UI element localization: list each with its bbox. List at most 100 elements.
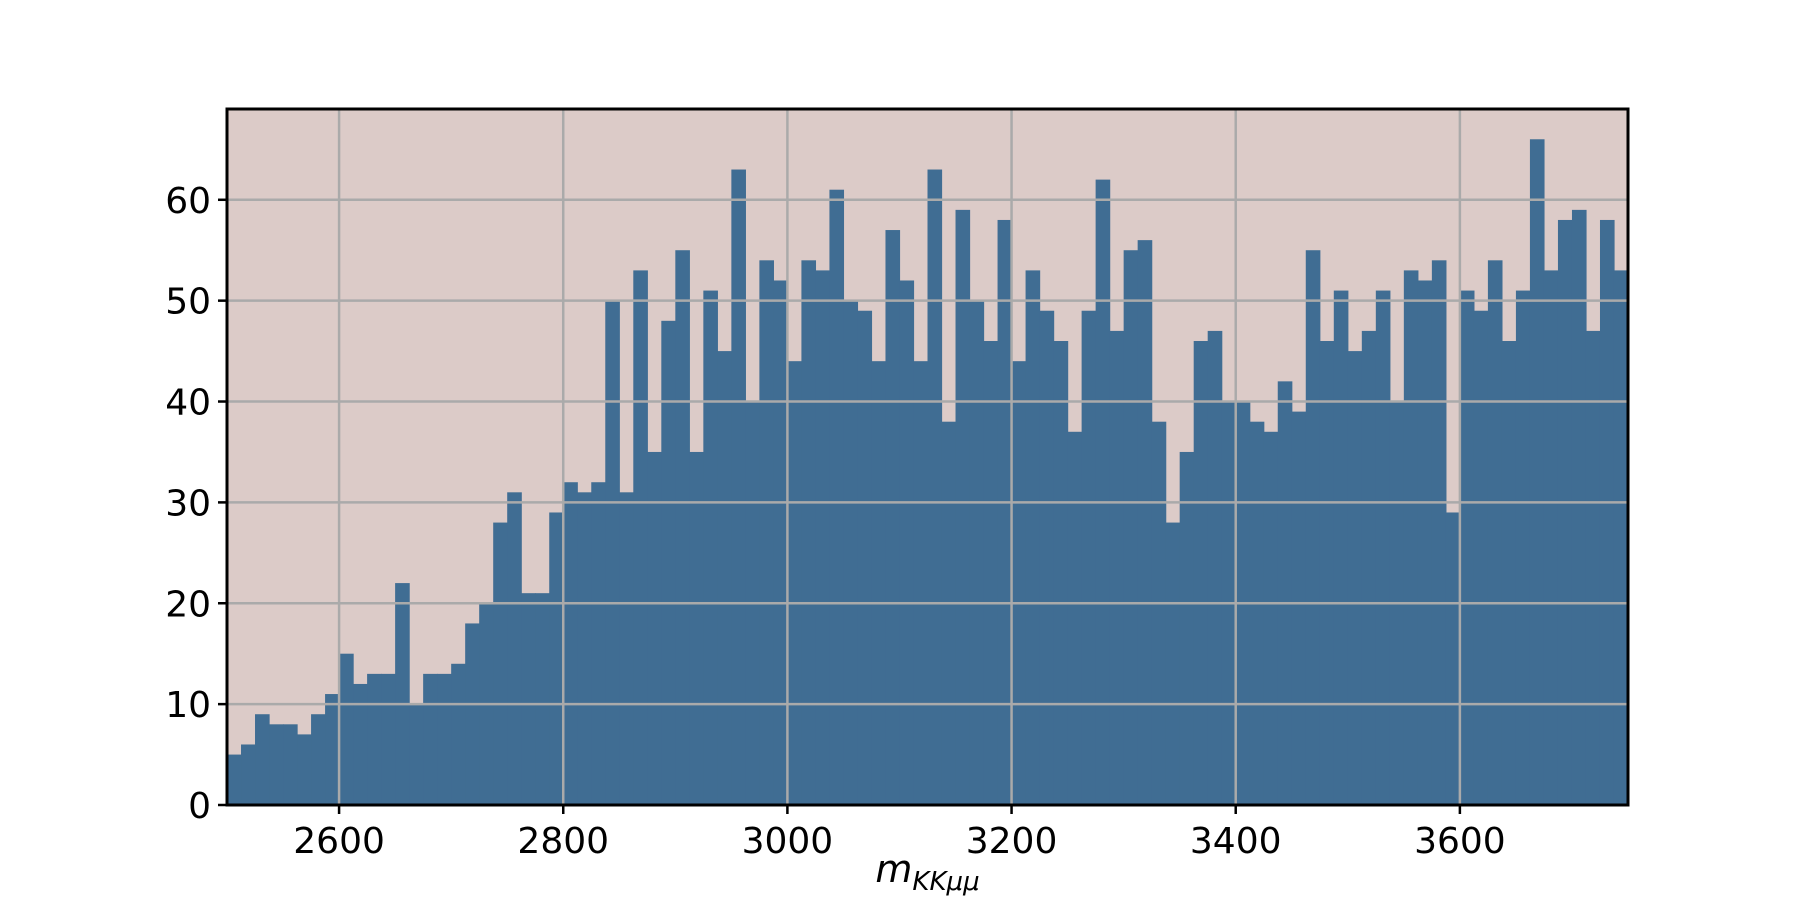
- histogram-bar: [549, 512, 564, 805]
- histogram-bar: [1249, 421, 1265, 805]
- histogram-bar: [703, 290, 718, 806]
- histogram-bar: [283, 724, 298, 805]
- histogram-bar: [1333, 290, 1349, 806]
- histogram-bar: [1025, 270, 1041, 805]
- histogram-bar: [717, 351, 732, 805]
- histogram-bar: [255, 714, 270, 805]
- y-tick-label: 20: [165, 584, 211, 625]
- histogram-bar: [1571, 209, 1587, 805]
- histogram-bar: [1207, 330, 1223, 805]
- histogram-bar: [591, 482, 606, 805]
- histogram-bar: [1179, 451, 1195, 805]
- histogram-bar: [1081, 310, 1097, 805]
- histogram-bar: [1011, 361, 1027, 805]
- histogram-bar: [1501, 341, 1517, 805]
- histogram-bar: [437, 673, 452, 805]
- histogram-bar: [829, 189, 845, 805]
- histogram-bar: [1319, 341, 1335, 805]
- histogram-bar: [1123, 250, 1139, 805]
- histogram-bar: [661, 320, 676, 805]
- histogram-bar: [1039, 310, 1055, 805]
- histogram-bar: [465, 623, 480, 805]
- histogram-bar: [633, 270, 648, 805]
- histogram-bar: [1361, 330, 1377, 805]
- histogram-bar: [1109, 330, 1125, 805]
- histogram-bar: [871, 361, 887, 805]
- histogram-bar: [395, 583, 410, 805]
- y-tick-label: 10: [165, 685, 211, 726]
- histogram-bar: [1585, 330, 1601, 805]
- histogram-bar: [1305, 250, 1321, 805]
- histogram-bar: [927, 169, 943, 806]
- histogram-bar: [1263, 431, 1279, 805]
- histogram-bar: [955, 209, 971, 805]
- histogram-bar: [451, 663, 466, 805]
- x-tick-label: 3200: [966, 821, 1058, 862]
- histogram-bar: [1445, 512, 1461, 805]
- y-tick-label: 60: [165, 181, 211, 222]
- x-axis-ticks: 2600 2800 3000 3200 3400 3600: [293, 805, 1506, 862]
- histogram-bar: [1403, 270, 1419, 805]
- histogram-bar: [787, 361, 803, 805]
- histogram-bar: [1417, 280, 1433, 805]
- histogram-bar: [1193, 341, 1209, 805]
- histogram-bar: [731, 169, 746, 806]
- histogram-bar: [1431, 260, 1447, 806]
- y-axis-ticks: 0 10 20 30 40 50 60: [165, 181, 227, 827]
- x-axis-label-subscript: KKμμ: [912, 867, 979, 897]
- histogram-bar: [1053, 341, 1069, 805]
- histogram-bar: [311, 714, 326, 805]
- histogram-bar: [1557, 219, 1573, 805]
- histogram-bar: [675, 250, 690, 805]
- histogram-bar: [885, 230, 901, 806]
- histogram-bar: [1613, 270, 1629, 805]
- histogram-bar: [367, 673, 382, 805]
- histogram-bar: [983, 341, 999, 805]
- histogram-bar: [1277, 381, 1293, 805]
- histogram-bar: [997, 219, 1013, 805]
- histogram-bar: [1529, 139, 1545, 805]
- histogram-bar: [535, 593, 550, 805]
- histogram-bar: [1473, 310, 1489, 805]
- histogram-bar: [381, 673, 396, 805]
- histogram-bar: [1165, 522, 1181, 805]
- y-tick-label: 0: [188, 786, 211, 827]
- histogram-bar: [815, 270, 831, 805]
- histogram-bar: [941, 421, 957, 805]
- histogram-bar: [353, 683, 368, 805]
- histogram-bar: [1599, 219, 1615, 805]
- histogram-bar: [969, 300, 985, 805]
- histogram-bar: [605, 300, 620, 805]
- histogram-bar: [1347, 351, 1363, 805]
- histogram-bar: [1095, 179, 1111, 805]
- histogram-bar: [1291, 411, 1307, 805]
- histogram-bar: [899, 280, 915, 805]
- histogram-bar: [409, 704, 424, 805]
- histogram-bar: [423, 673, 438, 805]
- y-tick-label: 30: [165, 483, 211, 524]
- histogram-bar: [1137, 240, 1153, 805]
- histogram-bar: [801, 260, 817, 806]
- histogram-bar: [647, 451, 662, 805]
- histogram-bar: [325, 694, 340, 805]
- histogram-bar: [563, 482, 578, 805]
- histogram-bar: [619, 492, 634, 805]
- histogram-bar: [339, 653, 354, 805]
- x-tick-label: 3000: [742, 821, 834, 862]
- x-tick-label: 3600: [1414, 821, 1506, 862]
- histogram-bar: [269, 724, 284, 805]
- histogram-bar: [689, 451, 704, 805]
- histogram-bar: [507, 492, 522, 805]
- x-axis-label-main: m: [875, 847, 912, 891]
- histogram-bar: [1487, 260, 1503, 806]
- histogram-bar: [1515, 290, 1531, 806]
- histogram-bar: [759, 260, 774, 806]
- histogram-bar: [241, 744, 256, 805]
- histogram-bar: [857, 310, 873, 805]
- histogram-bar: [493, 522, 508, 805]
- histogram-bar: [1151, 421, 1167, 805]
- histogram-bar: [577, 492, 592, 805]
- histogram-bar: [1459, 290, 1475, 806]
- y-tick-label: 50: [165, 282, 211, 323]
- histogram-bar: [843, 300, 859, 805]
